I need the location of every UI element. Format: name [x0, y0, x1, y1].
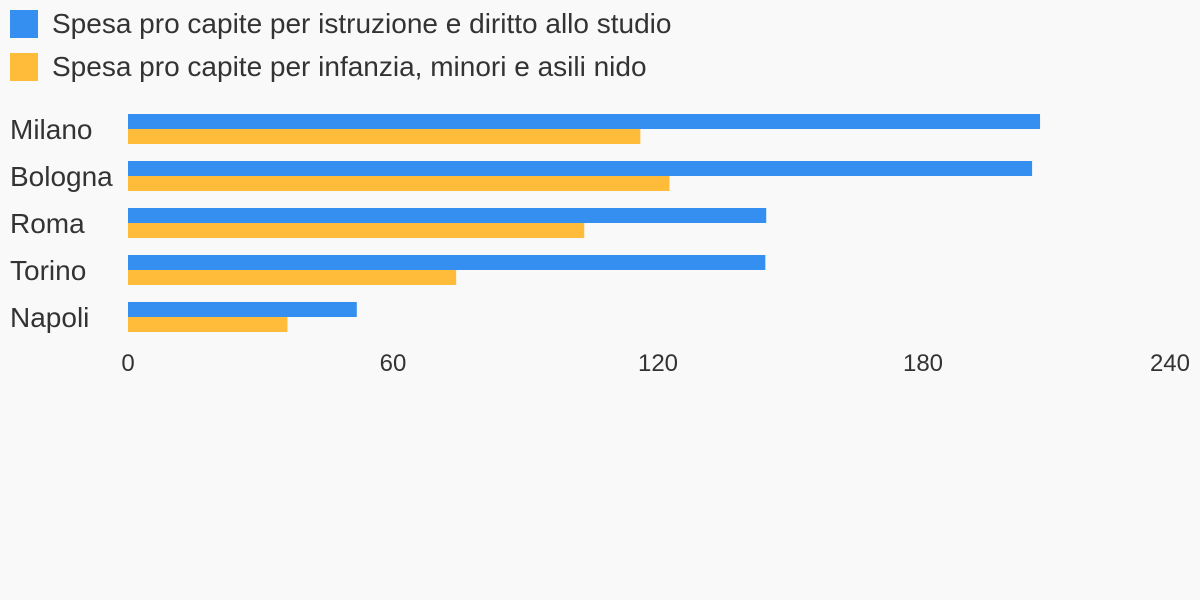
category-label-roma: Roma [10, 208, 85, 239]
x-tick-label-120: 120 [638, 350, 678, 377]
bar-bologna-series-2 [128, 176, 670, 191]
legend-label-series-2: Spesa pro capite per infanzia, minori e … [52, 51, 647, 82]
legend-swatch-series-1 [10, 10, 38, 38]
legend-item-series-2: Spesa pro capite per infanzia, minori e … [10, 53, 647, 81]
category-label-bologna: Bologna [10, 161, 113, 192]
legend-item-series-1: Spesa pro capite per istruzione e diritt… [10, 10, 671, 38]
bar-torino-series-1 [128, 255, 766, 270]
category-label-milano: Milano [10, 114, 92, 145]
bar-roma-series-1 [128, 208, 767, 223]
legend-label-series-1: Spesa pro capite per istruzione e diritt… [52, 8, 672, 39]
category-label-torino: Torino [10, 255, 86, 286]
bar-roma-series-2 [128, 223, 585, 238]
x-tick-label-240: 240 [1150, 350, 1190, 377]
bar-torino-series-2 [128, 270, 457, 285]
bar-bologna-series-1 [128, 161, 1033, 176]
bar-napoli-series-1 [128, 302, 357, 317]
category-label-napoli: Napoli [10, 302, 89, 333]
bar-milano-series-2 [128, 129, 641, 144]
bar-napoli-series-2 [128, 317, 288, 332]
x-tick-label-60: 60 [380, 350, 407, 377]
legend-swatch-series-2 [10, 53, 38, 81]
x-tick-label-180: 180 [903, 350, 943, 377]
bar-milano-series-1 [128, 114, 1041, 129]
x-tick-label-0: 0 [121, 350, 134, 377]
